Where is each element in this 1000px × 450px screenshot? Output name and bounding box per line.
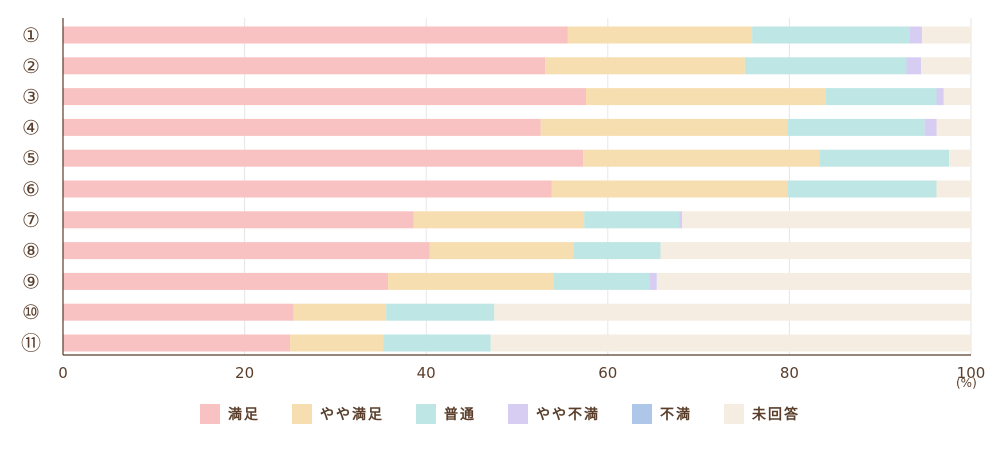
legend-swatch [508, 404, 528, 424]
bar-segment-8-series-2 [429, 242, 574, 260]
legend-label: やや満足 [320, 407, 384, 423]
legend-entry-2: やや満足 [292, 404, 384, 424]
bar-segment-9-series-3 [553, 272, 650, 290]
bar-segment-2-series-6 [921, 57, 971, 75]
bar-segment-10-series-1 [63, 303, 294, 321]
bar-segment-4-series-6 [936, 118, 971, 136]
category-label-3: ③ [22, 85, 40, 109]
x-tick-label-5: 100 [957, 364, 986, 382]
bar-segment-3-series-6 [943, 88, 971, 106]
bar-segment-1-series-4 [909, 26, 922, 44]
legend-label: 普通 [444, 407, 476, 423]
category-label-6: ⑥ [22, 177, 40, 201]
bar-segment-6-series-2 [551, 180, 788, 198]
bar-segment-7-series-1 [63, 211, 414, 229]
category-label-8: ⑧ [22, 239, 40, 263]
bar-segment-6-series-1 [63, 180, 552, 198]
bar-segment-6-series-6 [936, 180, 971, 198]
bar-segment-5-series-1 [63, 149, 584, 167]
legend-label: 不満 [660, 407, 692, 423]
bar-segment-3-series-4 [936, 88, 944, 106]
legend-entry-4: やや不満 [508, 404, 600, 424]
category-label-5: ⑤ [22, 146, 40, 170]
legend-swatch [416, 404, 436, 424]
category-label-7: ⑦ [22, 208, 40, 232]
chart-legend: 満足 やや満足 普通 やや不満 不満 未回答 [0, 404, 1000, 424]
x-tick-label-2: 40 [417, 364, 436, 382]
bar-segment-3-series-2 [586, 88, 826, 106]
bar-segment-3-series-1 [63, 88, 587, 106]
legend-entry-1: 満足 [200, 404, 260, 424]
bar-segment-2-series-3 [744, 57, 907, 75]
legend-entry-3: 普通 [416, 404, 476, 424]
bar-segment-2-series-2 [545, 57, 745, 75]
bar-segment-10-series-2 [293, 303, 387, 321]
legend-swatch [292, 404, 312, 424]
bar-segment-5-series-6 [949, 149, 971, 167]
bar-segment-1-series-2 [567, 26, 753, 44]
bar-segment-5-series-3 [819, 149, 950, 167]
legend-entry-5: 不満 [632, 404, 692, 424]
legend-swatch [632, 404, 652, 424]
bar-segment-9-series-6 [656, 272, 971, 290]
bar-segment-9-series-4 [649, 272, 657, 290]
bar-segment-2-series-1 [63, 57, 546, 75]
category-label-2: ② [22, 54, 40, 78]
bar-segment-11-series-2 [290, 334, 384, 352]
bar-segment-9-series-1 [63, 272, 389, 290]
bar-segment-8-series-3 [573, 242, 661, 260]
bar-segment-7-series-6 [682, 211, 971, 229]
legend-label: やや不満 [536, 407, 600, 423]
bar-segment-10-series-6 [494, 303, 971, 321]
bar-segment-11-series-3 [383, 334, 491, 352]
bar-segment-9-series-2 [388, 272, 554, 290]
bar-segment-1-series-6 [921, 26, 971, 44]
bar-segment-1-series-1 [63, 26, 568, 44]
x-tick-label-4: 80 [780, 364, 799, 382]
legend-entry-6: 未回答 [724, 404, 800, 424]
legend-label: 未回答 [752, 407, 800, 423]
bar-segment-7-series-3 [584, 211, 680, 229]
bar-segment-8-series-6 [660, 242, 971, 260]
bar-segment-11-series-1 [63, 334, 290, 352]
bar-segment-11-series-6 [490, 334, 971, 352]
bar-segment-4-series-1 [63, 118, 541, 136]
bar-segment-4-series-3 [787, 118, 925, 136]
legend-swatch [200, 404, 220, 424]
x-tick-label-0: 0 [58, 364, 68, 382]
legend-label: 満足 [228, 407, 260, 423]
bar-segment-7-series-4 [679, 211, 683, 229]
legend-swatch [724, 404, 744, 424]
bar-segment-7-series-2 [413, 211, 585, 229]
category-label-9: ⑨ [22, 269, 40, 293]
x-tick-label-3: 60 [598, 364, 617, 382]
bar-segment-1-series-3 [752, 26, 910, 44]
bar-segment-4-series-4 [924, 118, 937, 136]
category-label-10: ⑩ [22, 300, 40, 324]
x-tick-label-1: 20 [235, 364, 254, 382]
bar-segment-6-series-3 [787, 180, 937, 198]
bar-segment-2-series-4 [906, 57, 922, 75]
bar-segment-8-series-1 [63, 242, 430, 260]
bar-segment-3-series-3 [825, 88, 937, 106]
category-label-11: ⑪ [21, 331, 41, 355]
x-axis-unit-label: (%) [956, 376, 977, 390]
bar-segment-5-series-2 [583, 149, 820, 167]
bar-segment-10-series-3 [386, 303, 495, 321]
category-label-1: ① [22, 23, 40, 47]
bar-segment-4-series-2 [540, 118, 788, 136]
category-label-4: ④ [22, 115, 40, 139]
